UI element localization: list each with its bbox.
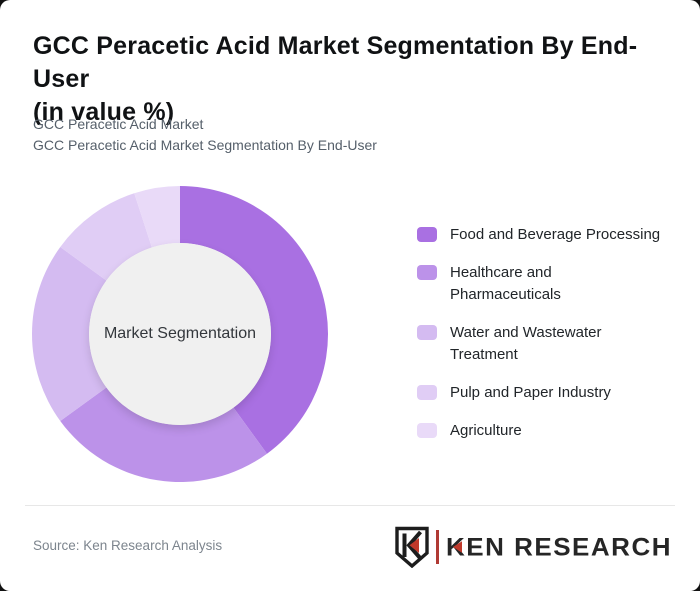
legend-label: Agriculture — [450, 422, 522, 439]
legend-item-healthcare: Healthcare and Pharmaceuticals — [417, 262, 677, 306]
pie-segment-2 — [32, 247, 107, 421]
pie-segment-0 — [180, 186, 328, 454]
legend-label: Pulp and Paper Industry — [450, 384, 611, 401]
donut-center-label: Market Segmentation — [103, 325, 257, 342]
donut-chart: Market Segmentation — [32, 186, 328, 482]
footer-divider — [25, 505, 675, 506]
donut-svg — [32, 186, 328, 482]
legend-label: Food and Beverage Processing — [450, 226, 661, 243]
legend-swatch-icon — [417, 423, 437, 438]
legend: Food and Beverage Processing Healthcare … — [417, 224, 677, 442]
pie-segment-4 — [134, 186, 180, 248]
legend-label: Healthcare and Pharmaceuticals — [450, 264, 561, 303]
logo-text: KEN RESEARCH — [445, 532, 672, 562]
logo-divider — [435, 530, 439, 564]
subtitle-segmentation: GCC Peracetic Acid Market Segmentation B… — [33, 137, 377, 153]
logo-wordmark: KEN RESEARCH — [446, 528, 672, 566]
logo-red-triangle-icon — [452, 541, 462, 553]
legend-swatch-icon — [417, 325, 437, 340]
legend-item-agriculture: Agriculture — [417, 420, 677, 442]
legend-swatch-icon — [417, 265, 437, 280]
pie-segment-1 — [60, 387, 267, 482]
shield-k-icon — [395, 526, 429, 568]
subtitle-market: GCC Peracetic Acid Market — [33, 116, 204, 132]
donut-hole: Market Segmentation — [89, 243, 271, 425]
legend-item-water: Water and Wastewater Treatment — [417, 322, 677, 366]
ken-research-logo: KEN RESEARCH — [394, 526, 672, 568]
legend-swatch-icon — [417, 385, 437, 400]
legend-item-food-beverage: Food and Beverage Processing — [417, 224, 677, 246]
legend-swatch-icon — [417, 227, 437, 242]
source-text: Source: Ken Research Analysis — [33, 538, 223, 553]
pie-segment-3 — [60, 193, 152, 281]
legend-label: Water and Wastewater Treatment — [450, 324, 602, 363]
page-title: GCC Peracetic Acid Market Segmentation B… — [33, 32, 638, 126]
legend-item-pulp-paper: Pulp and Paper Industry — [417, 382, 677, 404]
